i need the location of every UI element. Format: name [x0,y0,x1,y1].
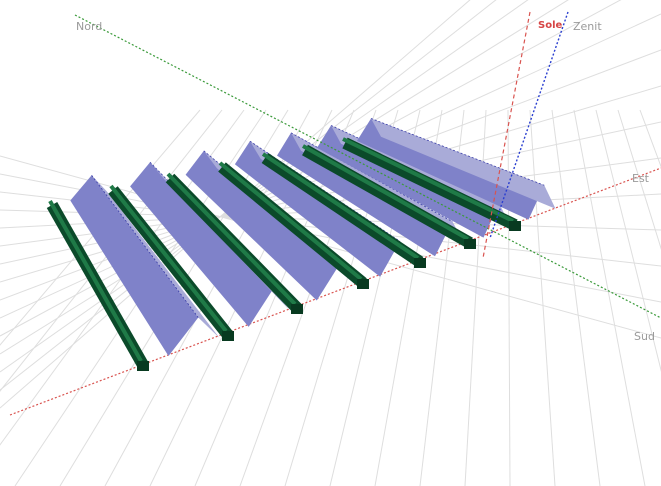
east-axis [9,167,661,416]
grid-line [573,109,646,486]
panel-face [70,175,199,356]
panel-ridge [91,175,199,318]
north-south-axis [74,14,661,319]
beam-top [166,172,297,306]
beam-end [137,361,149,371]
beam-top [109,184,228,333]
grid-line [551,109,601,486]
beam-top [342,137,514,223]
panel-face [130,162,273,327]
south-label: Sud [634,330,655,343]
beam-top [48,200,143,362]
panel-face [185,150,340,301]
panel-face [91,175,220,338]
grid-line [529,109,556,486]
sun-label: Sole [538,20,563,31]
north-label: Nord [76,20,102,33]
beam [302,144,473,249]
panel-face [371,118,556,209]
grid-line [507,109,511,486]
beam-end [222,331,234,341]
grid-line [617,109,661,250]
grid-line [595,109,661,373]
beam [342,137,518,231]
zenith-label: Zenit [573,20,602,33]
panel-face [234,141,401,277]
beam-end [414,258,426,268]
beam-end [291,304,303,314]
beam-end [357,279,369,289]
grid-line [0,155,661,339]
beam-top [261,152,420,260]
beam-top [302,144,469,241]
panel-rows [46,118,556,371]
beam [261,153,424,267]
beam-end [464,239,476,249]
beam-top [218,161,363,281]
east-label: Est [632,172,650,185]
grid-line [0,109,223,392]
panel-ridge [370,118,545,186]
beam-end [509,221,521,231]
